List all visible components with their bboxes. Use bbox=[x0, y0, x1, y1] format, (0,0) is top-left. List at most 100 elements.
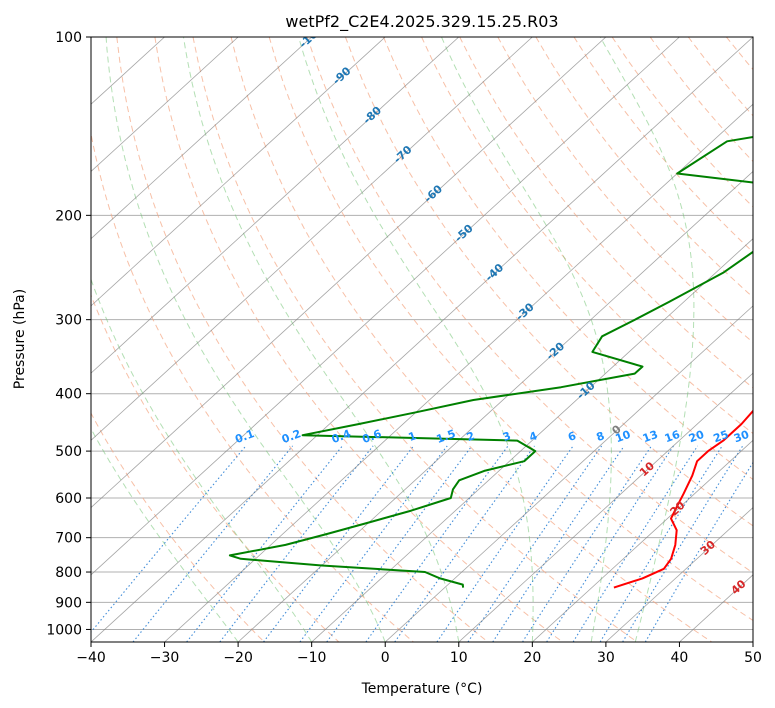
isotherm-line bbox=[91, 37, 753, 642]
isotherm-line bbox=[91, 37, 460, 374]
dry-adiabat-line bbox=[91, 131, 415, 642]
y-tick-label: 300 bbox=[55, 313, 82, 329]
moist-adiabat-line bbox=[298, 37, 534, 642]
mixing-ratio-label: 13 bbox=[641, 428, 660, 445]
moist-adiabat-line bbox=[105, 37, 386, 642]
y-tick-label: 400 bbox=[55, 387, 82, 403]
mixing-ratio-label: 0.2 bbox=[280, 427, 303, 446]
moist-adiabats bbox=[91, 37, 695, 642]
x-tick-label: −40 bbox=[76, 650, 106, 666]
dry-adiabat-line bbox=[459, 37, 753, 389]
mixing-ratio-label: 1 bbox=[407, 429, 419, 444]
x-tick-label: 50 bbox=[744, 650, 762, 666]
mixing-ratio-label: 10 bbox=[614, 428, 633, 446]
y-axis-ticks: 100 200 300 400 500 600 700 800 900 1000 bbox=[46, 30, 91, 638]
mixing-ratio-line bbox=[365, 445, 509, 642]
mixing-ratio-label: 0.6 bbox=[361, 427, 384, 446]
isotherm-line bbox=[458, 372, 753, 642]
mixing-ratio-line bbox=[91, 445, 247, 633]
mixing-ratio-lines bbox=[91, 445, 753, 642]
mixing-ratio-line bbox=[436, 445, 574, 642]
dry-adiabat-line bbox=[154, 37, 564, 642]
x-tick-label: 20 bbox=[523, 650, 541, 666]
mixing-ratio-label: 16 bbox=[663, 428, 682, 446]
moist-adiabat-line bbox=[183, 37, 460, 642]
x-tick-label: 30 bbox=[597, 650, 615, 666]
mixing-ratio-line bbox=[644, 461, 753, 642]
dry-adiabat-line bbox=[230, 37, 713, 642]
isotherm-line bbox=[384, 305, 753, 642]
mixing-ratio-label: 4 bbox=[527, 429, 539, 444]
mixing-ratio-label: 2 bbox=[465, 429, 477, 444]
mixing-ratio-line bbox=[263, 445, 415, 642]
x-tick-label: 10 bbox=[450, 650, 468, 666]
mixing-ratio-line bbox=[572, 445, 699, 642]
isotherm-line bbox=[91, 37, 386, 307]
isotherm-line bbox=[91, 37, 680, 576]
y-tick-label: 900 bbox=[55, 595, 82, 611]
isotherm-line bbox=[532, 439, 753, 642]
mixing-ratio-label: 3 bbox=[501, 429, 513, 444]
mixing-ratio-label: 30 bbox=[732, 428, 751, 446]
pressure-gridlines bbox=[91, 37, 753, 630]
temperature-profile-line bbox=[613, 409, 753, 589]
isotherm-line bbox=[164, 103, 753, 642]
mixing-ratio-line bbox=[522, 445, 652, 642]
mixing-ratio-line bbox=[599, 445, 723, 642]
dry-adiabat-line bbox=[383, 37, 753, 481]
y-tick-label: 1000 bbox=[46, 622, 82, 638]
mixing-ratio-label: 20 bbox=[687, 428, 706, 446]
x-tick-label: 0 bbox=[381, 650, 390, 666]
y-tick-label: 100 bbox=[55, 30, 82, 46]
dry-adiabat-line bbox=[268, 37, 753, 622]
mixing-ratio-line bbox=[492, 445, 625, 642]
chart-title: wetPf2_C2E4.2025.329.15.25.R03 bbox=[285, 12, 558, 32]
isotherm-line bbox=[605, 507, 753, 642]
isotherm-line bbox=[91, 37, 239, 172]
mixing-ratio-line bbox=[299, 445, 448, 642]
mixing-ratio-label: 0.1 bbox=[233, 427, 256, 446]
mixing-ratio-line bbox=[186, 445, 343, 642]
x-tick-label: −10 bbox=[297, 650, 327, 666]
x-tick-label: −20 bbox=[223, 650, 253, 666]
dry-adiabat-line bbox=[344, 37, 753, 527]
mixing-ratio-line bbox=[546, 445, 674, 642]
mixing-ratio-labels: 0.10.20.40.611.52346810131620253036 bbox=[233, 427, 753, 446]
x-tick-label: 40 bbox=[671, 650, 689, 666]
x-axis-label: Temperature (°C) bbox=[361, 681, 483, 697]
y-tick-label: 600 bbox=[55, 491, 82, 507]
mixing-ratio-label: 25 bbox=[712, 428, 731, 445]
mixing-ratio-label: 1.5 bbox=[435, 427, 458, 446]
moist-adiabat-line bbox=[91, 427, 239, 642]
x-axis-ticks: −40 −30 −20 −10 0 10 20 30 40 50 bbox=[76, 642, 762, 666]
mixing-ratio-line bbox=[467, 445, 603, 642]
isotherm-line bbox=[91, 37, 607, 509]
mixing-ratio-label: 6 bbox=[566, 429, 578, 444]
moist-adiabat-line bbox=[441, 37, 612, 642]
isotherm-line bbox=[311, 238, 753, 642]
x-tick-label: −30 bbox=[150, 650, 180, 666]
isotherms bbox=[91, 37, 753, 642]
isotherm-line bbox=[91, 37, 533, 441]
dry-adiabat-line bbox=[497, 37, 753, 344]
mixing-ratio-label: 0.4 bbox=[330, 427, 353, 446]
dry-adiabat-line bbox=[91, 412, 265, 642]
dry-adiabats bbox=[91, 37, 753, 642]
mixing-ratio-label: 8 bbox=[595, 429, 607, 444]
plot-area: -100-90-80-70-60-50-40-30-20-10010203040… bbox=[91, 37, 753, 642]
y-axis-label: Pressure (hPa) bbox=[12, 289, 28, 389]
dry-adiabat-line bbox=[192, 37, 639, 642]
sounding-series bbox=[228, 136, 753, 589]
mixing-ratio-line bbox=[622, 445, 744, 642]
y-tick-label: 700 bbox=[55, 531, 82, 547]
plot-frame bbox=[90, 36, 754, 643]
dewpoint-profile-line bbox=[228, 136, 753, 588]
y-tick-label: 200 bbox=[55, 208, 82, 224]
isotherm-line bbox=[237, 170, 753, 642]
isotherm-line bbox=[91, 37, 312, 240]
y-tick-label: 800 bbox=[55, 565, 82, 581]
moist-adiabat-line bbox=[599, 37, 695, 642]
y-tick-label: 500 bbox=[55, 444, 82, 460]
